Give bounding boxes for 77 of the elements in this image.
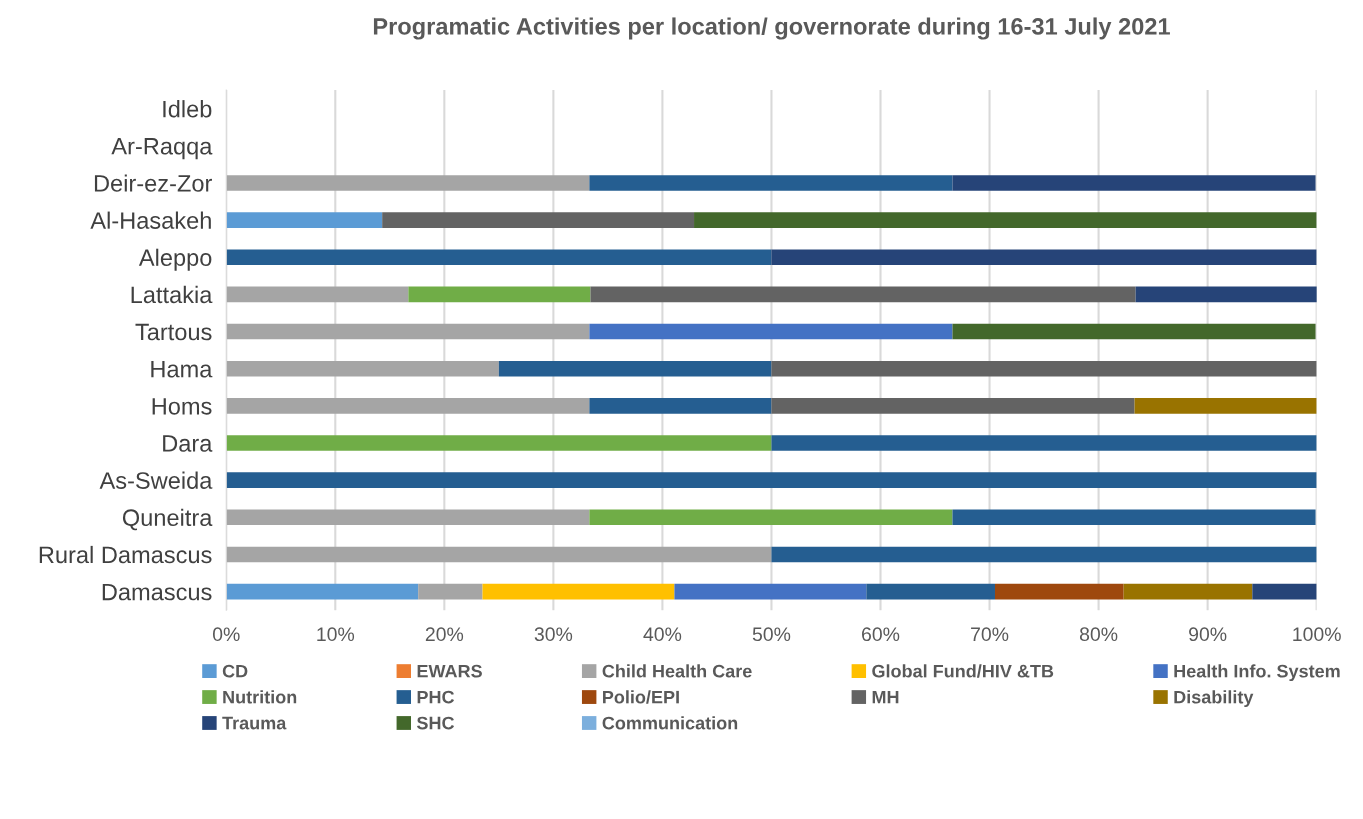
bar — [226, 472, 1317, 488]
y-tick-label: Aleppo — [138, 248, 212, 271]
bar — [1135, 286, 1317, 303]
bar — [771, 398, 1135, 414]
bar — [589, 323, 953, 340]
bar — [226, 435, 772, 451]
x-tick-label: 70% — [971, 627, 1009, 642]
legend-label: Nutrition — [223, 690, 297, 704]
legend-label: EWARS — [417, 664, 482, 678]
y-tick-label: Homs — [152, 398, 212, 415]
bar — [226, 546, 772, 563]
chart-title: Programatic Activities per location/ governorate during 16-31 July 2021 — [373, 17, 1170, 40]
bar — [382, 212, 695, 228]
legend-label: SHC — [416, 716, 455, 730]
legend-label: Disability — [1174, 690, 1254, 708]
bar — [226, 360, 499, 377]
y-tick-label: Quneitra — [122, 508, 213, 531]
y-tick-label: Tartous — [135, 323, 212, 341]
legend-label: Child Health Care — [602, 664, 752, 678]
y-tick-label: Deir-ez-Zor — [94, 174, 212, 192]
bar — [226, 583, 419, 600]
x-tick-label: 90% — [1189, 627, 1227, 642]
x-tick-label: 20% — [425, 627, 464, 642]
legend-label: Global Fund/HIV &TB — [872, 664, 1054, 678]
bar — [590, 286, 1136, 303]
y-tick-label: Lattakia — [131, 285, 213, 304]
y-tick-label: Al-Hasakeh — [90, 211, 211, 229]
y-tick-label: Hama — [151, 361, 213, 378]
y-tick-label: Idleb — [163, 100, 212, 118]
bar — [694, 212, 1317, 228]
bar — [952, 175, 1316, 191]
legend-label: Trauma — [222, 716, 287, 730]
y-tick-label: Ar-Raqqa — [111, 138, 213, 160]
bar — [589, 509, 953, 526]
x-tick-label: 100% — [1293, 627, 1341, 642]
bar — [589, 398, 772, 414]
bar — [226, 286, 409, 303]
bar — [1134, 398, 1317, 414]
x-tick-label: 10% — [317, 627, 355, 642]
bar — [994, 583, 1124, 600]
x-tick-label: 30% — [534, 627, 573, 642]
legend-label: Polio/EPI — [603, 690, 679, 704]
legend-label: PHC — [417, 690, 455, 704]
bar — [771, 360, 1317, 377]
x-tick-label: 0% — [212, 627, 240, 642]
bar — [226, 398, 590, 414]
x-tick-label: 50% — [752, 627, 791, 642]
bar — [952, 509, 1316, 526]
legend-label: Health Info. System — [1174, 664, 1340, 682]
bar — [1252, 583, 1317, 600]
legend-label: Communication — [602, 716, 738, 730]
legend-label: CD — [222, 664, 248, 678]
bar — [226, 509, 590, 526]
bar — [589, 175, 953, 191]
bar — [482, 583, 675, 600]
y-tick-label: Rural Damascus — [39, 545, 212, 564]
x-tick-label: 40% — [643, 627, 682, 642]
y-tick-label: As-Sweida — [99, 471, 213, 489]
bar — [771, 546, 1317, 563]
bar — [771, 435, 1317, 451]
bar — [226, 249, 772, 266]
bar — [226, 212, 383, 228]
bar — [952, 323, 1316, 340]
bar — [674, 583, 867, 600]
bar — [1123, 583, 1253, 600]
x-tick-label: 80% — [1079, 627, 1118, 642]
y-tick-label: Damascus — [102, 583, 212, 601]
bar — [408, 286, 591, 303]
y-tick-label: Dara — [163, 435, 213, 452]
bar — [498, 360, 772, 377]
bar — [226, 175, 590, 191]
bar — [866, 583, 995, 600]
x-tick-label: 60% — [862, 627, 900, 642]
bar — [771, 249, 1317, 266]
bar — [418, 583, 483, 600]
legend-label: MH — [872, 690, 899, 704]
bar — [226, 323, 590, 340]
